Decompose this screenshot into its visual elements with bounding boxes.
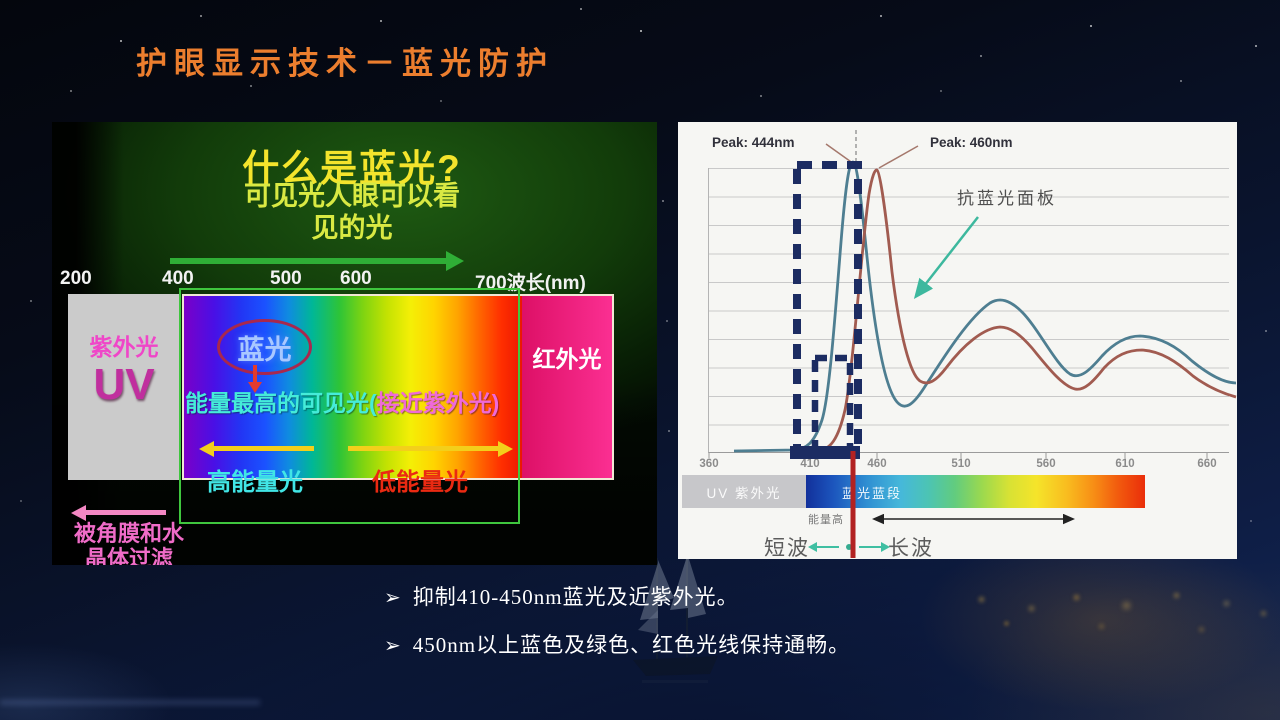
filter-note-line-2: 晶体过滤 bbox=[84, 546, 173, 565]
peak-460-label: Peak: 460nm bbox=[930, 135, 1013, 150]
energy-caption: 能量最高的可见光(接近紫外光) bbox=[185, 384, 499, 418]
green-outline-box bbox=[179, 288, 520, 524]
bullet-text: 450nm以上蓝色及绿色、红色光线保持通畅。 bbox=[412, 633, 851, 657]
subheading-line-2: 见的光 bbox=[311, 213, 393, 243]
anti-blue-panel-curve bbox=[797, 168, 1237, 453]
low-energy-label: 低能量光 bbox=[372, 469, 468, 496]
x-tick-410: 410 bbox=[800, 458, 820, 470]
pink-left-arrow-icon bbox=[71, 504, 166, 521]
filter-note: 被角膜和水 晶体过滤 bbox=[56, 521, 202, 565]
page-title: 护眼显示技术－蓝光防护 bbox=[136, 46, 554, 81]
peak-460-leader-line bbox=[878, 145, 919, 169]
yellow-right-arrow-icon bbox=[348, 440, 513, 457]
blue-light-circle-icon bbox=[217, 319, 312, 375]
horizon-glow bbox=[0, 700, 260, 705]
high-energy-label: 高能量光 bbox=[207, 469, 303, 496]
short-wave-label: 短波 bbox=[764, 537, 810, 560]
figure-subheading: 可见光人眼可以看 见的光 bbox=[162, 180, 542, 244]
long-wave-label: 长波 bbox=[888, 537, 934, 560]
anti-blue-light-chart: Peak: 444nm Peak: 460nm 抗蓝光面板 360 410 46… bbox=[678, 122, 1237, 562]
energy-caption-main: 能量最高的可见光( bbox=[185, 390, 377, 416]
bullet-arrow-icon: ➢ bbox=[384, 585, 401, 609]
x-tick-360: 360 bbox=[699, 458, 719, 470]
bullet-list: ➢ 抑制410-450nm蓝光及近紫外光。 ➢ 450nm以上蓝色及绿色、红色光… bbox=[384, 584, 850, 680]
uv-label: 紫外光 bbox=[89, 334, 159, 360]
blue-band-label: 蓝光蓝段 bbox=[842, 486, 903, 501]
wavelength-tick-500: 500 bbox=[270, 268, 302, 289]
teal-left-arrow-icon bbox=[817, 545, 839, 549]
energy-high-label: 能量高 bbox=[808, 514, 844, 526]
green-right-arrow-icon bbox=[170, 251, 464, 271]
annotation-arrow-icon bbox=[913, 216, 979, 299]
peak-444-leader-line bbox=[825, 143, 855, 165]
anti-blue-panel-annotation: 抗蓝光面板 bbox=[957, 189, 1057, 208]
figure-heading: 什么是蓝光? bbox=[242, 148, 462, 189]
wavelength-tick-200: 200 bbox=[60, 268, 92, 289]
wave-direction-row: 短波 长波 bbox=[764, 532, 934, 562]
x-axis-tick-marks bbox=[708, 453, 1208, 458]
suppression-band-base-bar bbox=[790, 446, 860, 459]
x-tick-510: 510 bbox=[951, 458, 971, 470]
spectral-curves-overlay bbox=[708, 130, 1237, 558]
standard-panel-curve bbox=[733, 160, 1237, 453]
infrared-label: 红外光 bbox=[532, 346, 602, 372]
peak-444-label: Peak: 444nm bbox=[712, 135, 795, 150]
wavelength-tick-600: 600 bbox=[340, 268, 372, 289]
uv-abbr: UV bbox=[93, 360, 155, 409]
city-lights-decoration bbox=[0, 0, 3, 3]
blue-light-spectrum-figure: 什么是蓝光? 可见光人眼可以看 见的光 200 400 500 600 700波… bbox=[52, 122, 657, 565]
bullet-text: 抑制410-450nm蓝光及近紫外光。 bbox=[412, 585, 739, 609]
energy-caption-paren: 接近紫外光) bbox=[376, 390, 500, 416]
infrared-block: 红外光 bbox=[522, 296, 612, 478]
x-tick-610: 610 bbox=[1115, 458, 1135, 470]
x-tick-660: 660 bbox=[1197, 458, 1217, 470]
sailing-ship-silhouette bbox=[633, 548, 718, 683]
teal-right-arrow-icon bbox=[859, 545, 881, 549]
teal-dot-icon bbox=[846, 544, 852, 550]
uv-bar-segment: UV 紫外光 bbox=[682, 475, 806, 508]
red-down-arrow-icon bbox=[253, 365, 257, 382]
list-item: ➢ 450nm以上蓝色及绿色、红色光线保持通畅。 bbox=[384, 632, 850, 658]
spectrum-bar-segment: 蓝光蓝段 bbox=[806, 475, 1145, 508]
wavelength-color-bar: UV 紫外光 蓝光蓝段 bbox=[682, 475, 1145, 508]
yellow-left-arrow-icon bbox=[199, 440, 314, 457]
filter-note-line-1: 被角膜和水 bbox=[73, 521, 184, 546]
subheading-line-1: 可见光人眼可以看 bbox=[244, 181, 460, 211]
list-item: ➢ 抑制410-450nm蓝光及近紫外光。 bbox=[384, 584, 850, 610]
x-tick-460: 460 bbox=[867, 458, 887, 470]
uv-block: 紫外光 UV bbox=[68, 294, 180, 480]
blue-light-label: 蓝光 bbox=[237, 335, 292, 365]
wavelength-tick-400: 400 bbox=[162, 268, 194, 289]
x-tick-560: 560 bbox=[1036, 458, 1056, 470]
bullet-arrow-icon: ➢ bbox=[384, 633, 401, 657]
